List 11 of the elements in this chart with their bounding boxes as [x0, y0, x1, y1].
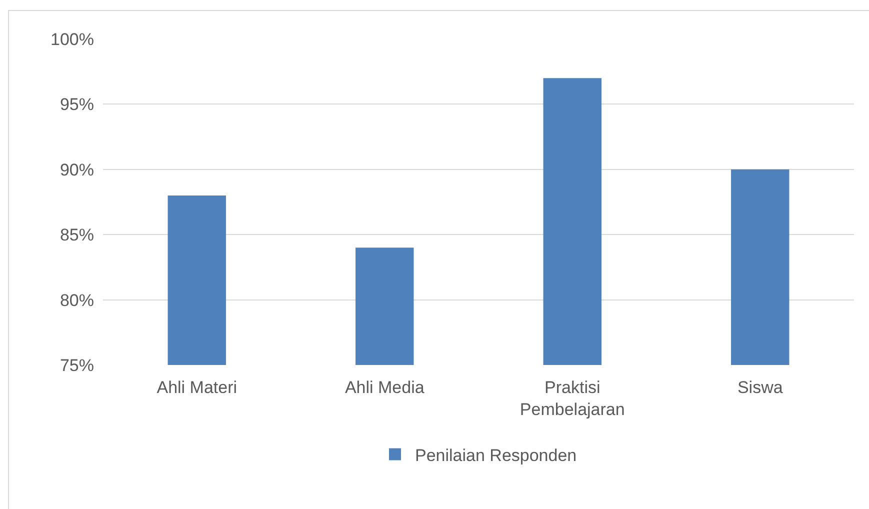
legend-label: Penilaian Responden	[415, 446, 577, 465]
x-tick-label: Ahli Media	[344, 378, 425, 397]
y-tick-label: 75%	[60, 356, 94, 375]
y-tick-label: 90%	[60, 160, 94, 180]
x-tick-label: Ahli Materi	[156, 378, 238, 397]
y-tick-label: 85%	[60, 226, 94, 245]
x-tick-label: Siswa	[737, 378, 784, 397]
y-tick-label: 95%	[60, 95, 94, 114]
x-tick-label: Praktisi Pembelajaran	[520, 378, 625, 420]
y-tick-label: 80%	[60, 290, 94, 310]
y-tick-label: 100%	[50, 30, 94, 49]
